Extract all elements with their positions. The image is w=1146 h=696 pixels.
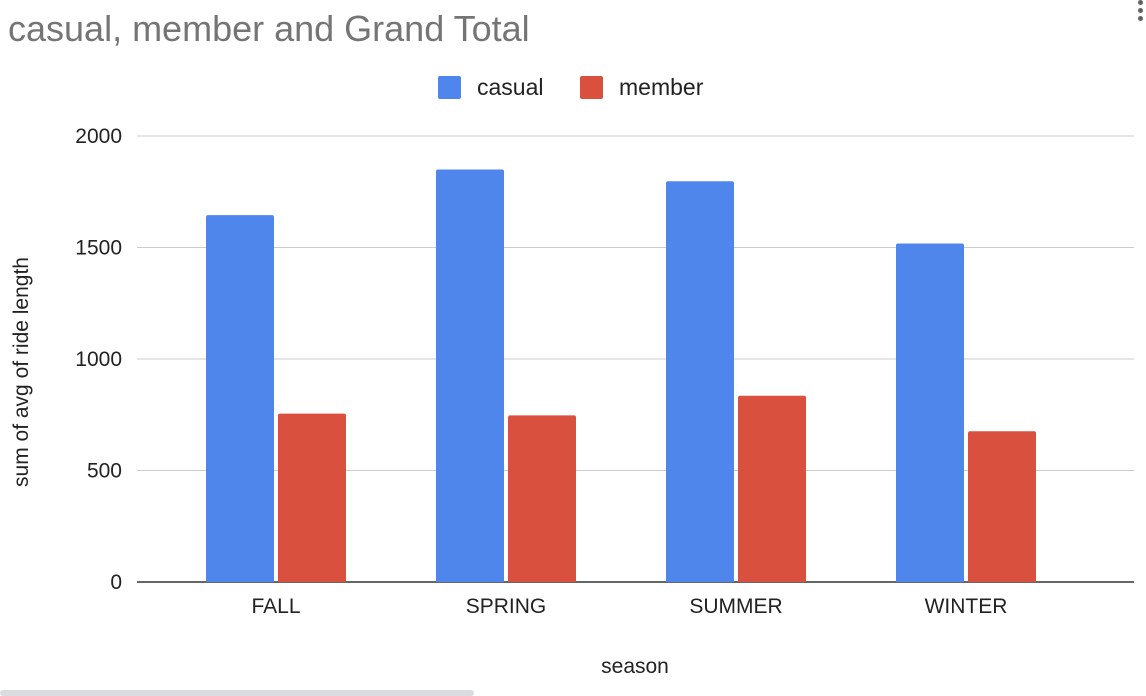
y-axis-label: sum of avg of ride length bbox=[10, 257, 33, 487]
y-tick-label: 1000 bbox=[75, 348, 122, 371]
bar-member-spring[interactable] bbox=[508, 415, 576, 582]
legend-label-casual: casual bbox=[477, 73, 544, 100]
legend-swatch-member bbox=[580, 75, 603, 99]
legend-item-member[interactable]: member bbox=[580, 72, 703, 102]
bar-member-winter[interactable] bbox=[968, 431, 1036, 582]
y-tick-label: 500 bbox=[87, 460, 122, 483]
x-tick-label: SPRING bbox=[466, 595, 547, 618]
bar-casual-summer[interactable] bbox=[666, 181, 734, 583]
x-tick-label: SUMMER bbox=[689, 595, 782, 618]
chart-legend: casual member bbox=[0, 72, 1146, 102]
bar-member-fall[interactable] bbox=[278, 413, 346, 582]
bar-casual-winter[interactable] bbox=[896, 243, 964, 582]
y-tick-labels: 0 500 1000 1500 2000 bbox=[75, 125, 122, 594]
more-options-icon[interactable] bbox=[1136, 0, 1146, 21]
horizontal-scrollbar[interactable] bbox=[0, 690, 474, 696]
x-tick-label: WINTER bbox=[925, 595, 1008, 618]
legend-swatch-casual bbox=[438, 75, 461, 99]
y-tick-label: 2000 bbox=[75, 125, 122, 148]
bar-casual-spring[interactable] bbox=[436, 169, 504, 582]
chart-title: casual, member and Grand Total bbox=[8, 8, 530, 49]
y-tick-label: 1500 bbox=[75, 237, 122, 260]
legend-item-casual[interactable]: casual bbox=[438, 72, 543, 102]
x-axis-label: season bbox=[601, 655, 669, 678]
y-tick-label: 0 bbox=[110, 571, 122, 594]
x-tick-labels: FALL SPRING SUMMER WINTER bbox=[251, 595, 1007, 618]
x-tick-label: FALL bbox=[251, 595, 300, 618]
legend-label-member: member bbox=[619, 73, 704, 100]
bars bbox=[206, 169, 1036, 583]
bar-casual-fall[interactable] bbox=[206, 215, 274, 583]
bar-member-summer[interactable] bbox=[738, 395, 806, 582]
